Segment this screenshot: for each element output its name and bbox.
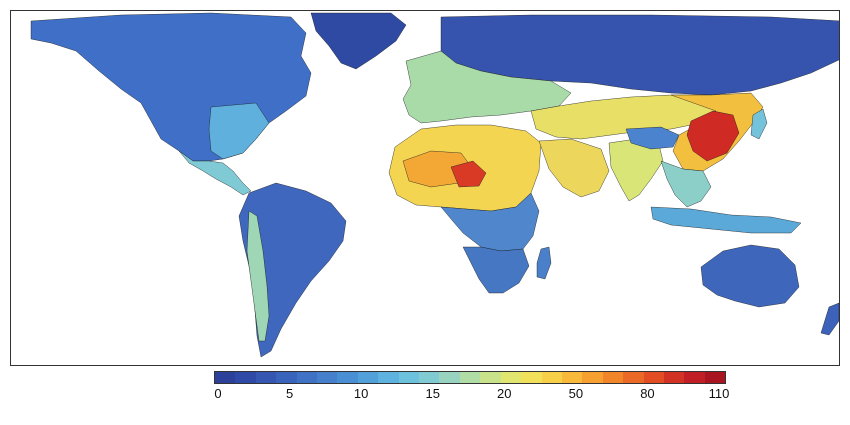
region-us-east — [208, 102, 270, 160]
colorbar-cell — [255, 372, 277, 383]
colorbar-cell — [215, 372, 236, 383]
colorbar-cell — [480, 372, 501, 383]
colorbar-cell — [317, 372, 338, 383]
colorbar-tick-label: 5 — [285, 386, 294, 401]
colorbar-tick-label: 0 — [214, 386, 222, 401]
region-central-africa — [440, 192, 540, 252]
world-map — [10, 10, 840, 366]
colorbar-cell — [378, 372, 399, 383]
colorbar-cell — [561, 372, 583, 383]
colorbar-cell — [459, 372, 481, 383]
region-australia — [700, 244, 800, 308]
region-lake-chad-hotspot — [450, 160, 487, 188]
colorbar-cell — [643, 372, 664, 383]
region-north-china-hotspot — [686, 110, 740, 162]
colorbar-cell — [541, 372, 562, 383]
colorbar-cell — [500, 372, 522, 383]
colorbar-cell — [235, 372, 256, 383]
region-andes — [246, 210, 270, 342]
colorbar-cell — [439, 372, 460, 383]
region-north-america — [30, 12, 312, 162]
colorbar-tick-label: 10 — [353, 386, 369, 401]
region-new-zealand — [820, 302, 839, 336]
colorbar-cell — [419, 372, 440, 383]
colorbar-tick-label: 50 — [568, 386, 584, 401]
colorbar-tick-label: 80 — [640, 386, 655, 401]
region-arabia — [538, 138, 610, 198]
region-japan — [750, 108, 768, 140]
colorbar-cell — [521, 372, 542, 383]
colorbar-cell — [337, 372, 358, 383]
region-tibet — [625, 126, 680, 150]
region-central-america — [178, 150, 252, 196]
colorbar-cell — [357, 372, 379, 383]
colorbar-cell — [602, 372, 624, 383]
colorbar-cell — [623, 372, 644, 383]
colorbar-cell — [398, 372, 420, 383]
region-greenland — [310, 12, 407, 70]
colorbar-tick-label: 110 — [708, 386, 730, 401]
colorbar — [214, 371, 726, 384]
colorbar-cell — [663, 372, 685, 383]
colorbar-tick-label: 20 — [497, 386, 512, 401]
region-southeast-asia — [660, 160, 712, 208]
colorbar-tick-label: 15 — [425, 386, 440, 401]
colorbar-cell — [276, 372, 297, 383]
colorbar-cell — [296, 372, 318, 383]
region-madagascar — [536, 246, 552, 280]
region-indonesia — [650, 206, 802, 234]
region-southern-africa — [462, 246, 530, 294]
colorbar-cell — [582, 372, 603, 383]
colorbar-cell — [704, 372, 726, 383]
colorbar-cell — [684, 372, 705, 383]
